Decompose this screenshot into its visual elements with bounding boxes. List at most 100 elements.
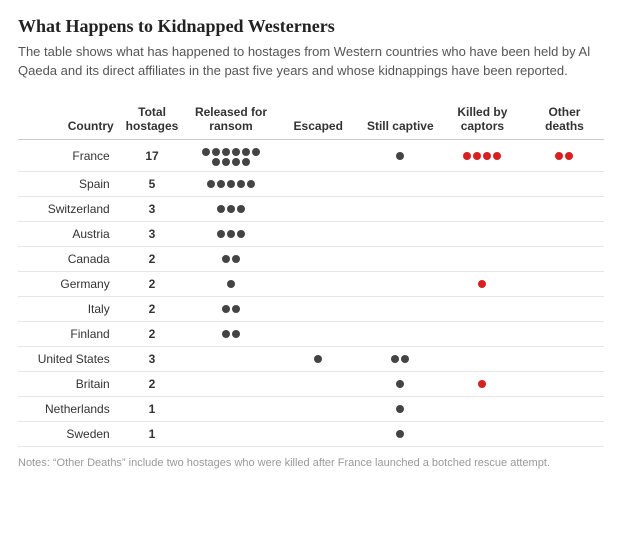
- table-row: Britain2: [18, 372, 604, 397]
- dot-icon: [483, 152, 491, 160]
- dot-icon: [396, 430, 404, 438]
- cell-ransom: [186, 347, 275, 372]
- cell-ransom: [186, 247, 275, 272]
- dot-icon: [222, 330, 230, 338]
- cell-escaped: [276, 172, 361, 197]
- dot-icon: [314, 355, 322, 363]
- dot-icon: [396, 380, 404, 388]
- cell-country: Austria: [18, 222, 118, 247]
- dot-group: [227, 280, 235, 288]
- header-row: Country Total hostages Released for rans…: [18, 101, 604, 140]
- dot-icon: [217, 180, 225, 188]
- dot-group: [222, 305, 240, 313]
- cell-total: 2: [118, 247, 187, 272]
- dot-group: [199, 148, 263, 166]
- cell-killed: [440, 247, 525, 272]
- table-row: France17: [18, 140, 604, 172]
- cell-other: [525, 272, 604, 297]
- cell-killed: [440, 197, 525, 222]
- cell-captive: [361, 172, 440, 197]
- cell-escaped: [276, 297, 361, 322]
- cell-country: Switzerland: [18, 197, 118, 222]
- cell-total: 5: [118, 172, 187, 197]
- cell-total: 1: [118, 397, 187, 422]
- cell-total: 3: [118, 347, 187, 372]
- chart-notes: Notes: “Other Deaths” include two hostag…: [18, 457, 604, 469]
- dot-icon: [493, 152, 501, 160]
- cell-escaped: [276, 222, 361, 247]
- cell-escaped: [276, 272, 361, 297]
- dot-icon: [232, 148, 240, 156]
- cell-captive: [361, 322, 440, 347]
- dot-icon: [565, 152, 573, 160]
- dot-icon: [237, 180, 245, 188]
- cell-other: [525, 297, 604, 322]
- table-row: Netherlands1: [18, 397, 604, 422]
- col-captive: Still captive: [361, 101, 440, 140]
- cell-country: Sweden: [18, 422, 118, 447]
- cell-other: [525, 422, 604, 447]
- cell-country: Netherlands: [18, 397, 118, 422]
- dot-group: [217, 205, 245, 213]
- cell-escaped: [276, 397, 361, 422]
- cell-total: 1: [118, 422, 187, 447]
- cell-country: Britain: [18, 372, 118, 397]
- cell-total: 3: [118, 222, 187, 247]
- table-row: Sweden1: [18, 422, 604, 447]
- dot-icon: [227, 180, 235, 188]
- cell-killed: [440, 172, 525, 197]
- dot-group: [396, 430, 404, 438]
- cell-killed: [440, 372, 525, 397]
- dot-group: [555, 152, 573, 160]
- cell-ransom: [186, 322, 275, 347]
- dot-icon: [237, 230, 245, 238]
- col-total: Total hostages: [118, 101, 187, 140]
- cell-total: 2: [118, 372, 187, 397]
- dot-group: [222, 255, 240, 263]
- dot-group: [463, 152, 501, 160]
- dot-icon: [227, 205, 235, 213]
- table-row: Italy2: [18, 297, 604, 322]
- dot-icon: [478, 280, 486, 288]
- chart-title: What Happens to Kidnapped Westerners: [18, 16, 604, 37]
- dot-icon: [252, 148, 260, 156]
- dot-icon: [227, 230, 235, 238]
- cell-ransom: [186, 172, 275, 197]
- dot-icon: [227, 280, 235, 288]
- dot-icon: [212, 158, 220, 166]
- cell-captive: [361, 422, 440, 447]
- cell-other: [525, 247, 604, 272]
- cell-killed: [440, 140, 525, 172]
- dot-icon: [396, 405, 404, 413]
- cell-other: [525, 222, 604, 247]
- col-other: Other deaths: [525, 101, 604, 140]
- dot-icon: [222, 255, 230, 263]
- dot-group: [391, 355, 409, 363]
- cell-total: 3: [118, 197, 187, 222]
- cell-killed: [440, 297, 525, 322]
- dot-icon: [207, 180, 215, 188]
- cell-country: Finland: [18, 322, 118, 347]
- table-row: Finland2: [18, 322, 604, 347]
- col-escaped: Escaped: [276, 101, 361, 140]
- cell-other: [525, 140, 604, 172]
- table-row: Switzerland3: [18, 197, 604, 222]
- cell-country: United States: [18, 347, 118, 372]
- dot-icon: [391, 355, 399, 363]
- dot-icon: [396, 152, 404, 160]
- cell-killed: [440, 397, 525, 422]
- cell-ransom: [186, 397, 275, 422]
- cell-ransom: [186, 140, 275, 172]
- dot-icon: [232, 158, 240, 166]
- cell-killed: [440, 347, 525, 372]
- cell-captive: [361, 197, 440, 222]
- cell-other: [525, 372, 604, 397]
- cell-killed: [440, 272, 525, 297]
- cell-captive: [361, 272, 440, 297]
- dot-icon: [232, 330, 240, 338]
- cell-captive: [361, 140, 440, 172]
- dot-group: [478, 380, 486, 388]
- cell-total: 2: [118, 272, 187, 297]
- dot-group: [396, 152, 404, 160]
- dot-icon: [242, 148, 250, 156]
